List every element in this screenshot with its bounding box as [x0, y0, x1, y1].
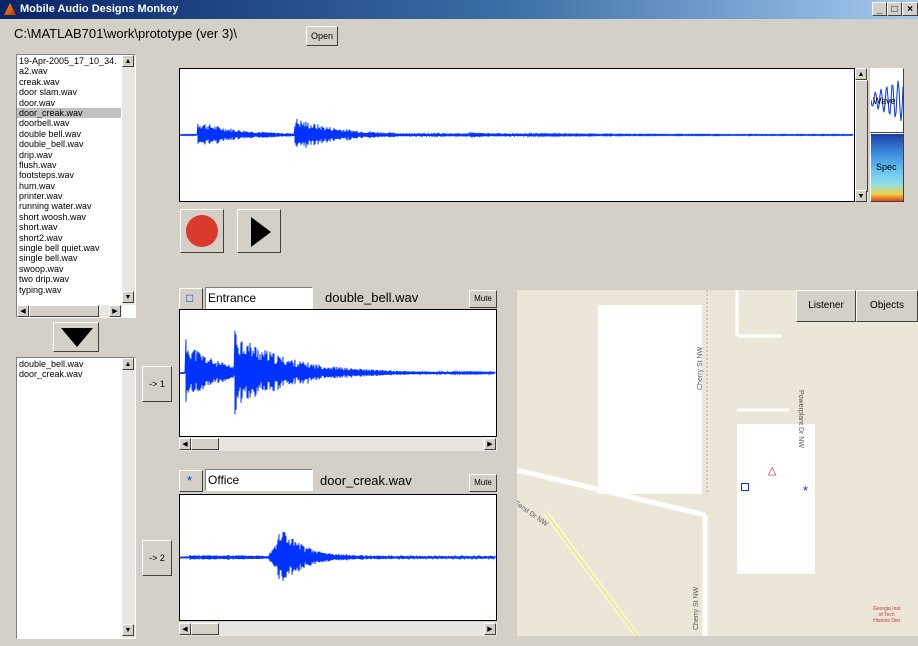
down-arrow-icon: [61, 328, 93, 347]
list-item[interactable]: door slam.wav: [19, 87, 78, 98]
list-item[interactable]: typing.wav: [19, 284, 62, 295]
track2-waveform-plot[interactable]: [179, 494, 497, 621]
scroll-up-arrow[interactable]: ▲: [122, 358, 134, 370]
track2-location-input[interactable]: Office: [205, 469, 313, 491]
street-label: Cherry St NW: [697, 346, 704, 390]
play-icon: [251, 217, 271, 247]
track1-location-input[interactable]: Entrance: [205, 287, 313, 309]
track1-hscrollbar[interactable]: ◀ ▶: [179, 437, 497, 451]
file-list-hscrollbar[interactable]: ◀ ▶: [17, 305, 122, 317]
minimize-button[interactable]: _: [872, 2, 887, 16]
list-item[interactable]: door_creak.wav: [19, 369, 83, 380]
scroll-right-arrow[interactable]: ▶: [484, 623, 496, 635]
move-down-button[interactable]: [53, 322, 99, 352]
track2-marker-button[interactable]: *: [179, 470, 203, 492]
scroll-thumb[interactable]: [191, 623, 219, 635]
track1-filename: double_bell.wav: [325, 290, 419, 305]
list-item[interactable]: a2.wav: [19, 66, 48, 77]
track2-mute-button[interactable]: Mute: [469, 474, 497, 492]
spec-view-button[interactable]: Spec: [870, 133, 904, 202]
path-field[interactable]: C:\MATLAB701\work\prototype (ver 3)\: [14, 26, 238, 41]
track1-mute-button[interactable]: Mute: [469, 290, 497, 308]
list-item[interactable]: flush.wav: [19, 159, 57, 170]
list-item[interactable]: single bell quiet.wav: [19, 243, 100, 254]
scroll-left-arrow[interactable]: ◀: [17, 305, 29, 317]
main-waveform-plot[interactable]: [179, 68, 855, 202]
wave-icon: [871, 80, 903, 122]
scroll-down-arrow[interactable]: ▼: [122, 624, 134, 636]
assign-track-1-button[interactable]: -> 1: [142, 366, 172, 402]
list-item[interactable]: doorbell.wav: [19, 118, 70, 129]
list-item[interactable]: footsteps.wav: [19, 170, 75, 181]
window-title: Mobile Audio Designs Monkey: [20, 3, 179, 15]
scroll-thumb[interactable]: [855, 80, 868, 192]
map-building: [737, 424, 815, 574]
list-item[interactable]: 19-Apr-2005_17_10_34.: [19, 56, 117, 66]
list-item[interactable]: printer.wav: [19, 191, 63, 202]
wave-label: Wave: [873, 96, 896, 106]
file-list-scrollbar[interactable]: ▲ ▼: [122, 55, 135, 305]
list-item[interactable]: swoop.wav: [19, 263, 64, 274]
play-button[interactable]: [237, 209, 281, 253]
list-item[interactable]: single bell.wav: [19, 253, 78, 264]
list-item[interactable]: door_creak.wav: [17, 107, 121, 119]
list-item[interactable]: drip.wav: [19, 149, 53, 160]
open-button[interactable]: Open: [306, 26, 338, 46]
track1-marker-button[interactable]: □: [179, 288, 203, 310]
main-plot-scrollbar[interactable]: ▲ ▼: [855, 68, 868, 202]
scroll-thumb[interactable]: [191, 438, 219, 450]
listener-button[interactable]: Listener: [796, 290, 856, 322]
scroll-left-arrow[interactable]: ◀: [179, 623, 191, 635]
list-item[interactable]: short.wav: [19, 222, 58, 233]
list-item[interactable]: short2.wav: [19, 232, 63, 243]
title-bar: Mobile Audio Designs Monkey _ □ ×: [0, 0, 918, 19]
file-listbox[interactable]: 19-Apr-2005_17_10_34. a2.wav creak.wav door…: [16, 54, 136, 318]
scroll-up-arrow[interactable]: ▲: [855, 68, 867, 80]
list-item[interactable]: double bell.wav: [19, 128, 82, 139]
track1-waveform-plot[interactable]: [179, 309, 497, 437]
list-item[interactable]: creak.wav: [19, 76, 60, 87]
list-item[interactable]: double_bell.wav: [19, 359, 84, 369]
list-item[interactable]: double_bell.wav: [19, 139, 84, 150]
track1-waveform: [180, 330, 496, 415]
listener-marker[interactable]: △: [768, 465, 777, 477]
scroll-right-arrow[interactable]: ▶: [484, 438, 496, 450]
maximize-button[interactable]: □: [887, 2, 902, 16]
office-marker[interactable]: *: [803, 483, 809, 498]
matlab-icon: [4, 3, 16, 15]
record-icon: [186, 215, 218, 247]
scroll-right-arrow[interactable]: ▶: [109, 305, 121, 317]
scroll-down-arrow[interactable]: ▼: [122, 291, 134, 303]
list-item[interactable]: door.wav: [19, 97, 56, 108]
street-label: Powerplant Dr NW: [797, 390, 804, 448]
historic-district-stamp: Georgia Inst of Tech Historic Dist: [873, 606, 901, 624]
list-item[interactable]: running water.wav: [19, 201, 92, 212]
list-item[interactable]: short woosh.wav: [19, 211, 87, 222]
spec-label: Spec: [876, 162, 897, 172]
close-button[interactable]: ×: [902, 2, 918, 16]
queue-listbox[interactable]: double_bell.wav door_creak.wav ▲ ▼: [16, 357, 136, 639]
wave-view-button[interactable]: Wave: [870, 68, 904, 133]
list-item[interactable]: hum.wav: [19, 180, 56, 191]
scroll-left-arrow[interactable]: ◀: [179, 438, 191, 450]
main-waveform: [180, 118, 854, 148]
track2-waveform: [180, 531, 496, 581]
scroll-down-arrow[interactable]: ▼: [855, 190, 867, 202]
scroll-up-arrow[interactable]: ▲: [122, 55, 134, 67]
track2-filename: door_creak.wav: [320, 473, 412, 488]
record-button[interactable]: [180, 209, 224, 253]
campus-map[interactable]: Cherry St NW Powerplant Dr NW Ferst Dr N…: [517, 290, 918, 636]
queue-scrollbar[interactable]: ▲ ▼: [122, 358, 135, 638]
assign-track-2-button[interactable]: -> 2: [142, 540, 172, 576]
asterisk-marker-icon: *: [187, 473, 193, 488]
entrance-marker[interactable]: [741, 483, 749, 491]
map-building: [598, 305, 702, 494]
track2-hscrollbar[interactable]: ◀ ▶: [179, 622, 497, 636]
square-marker-icon: □: [186, 291, 194, 305]
scroll-thumb[interactable]: [29, 305, 99, 317]
street-label: Cherry St NW: [693, 586, 700, 630]
objects-button[interactable]: Objects: [856, 290, 918, 322]
list-item[interactable]: two drip.wav: [19, 274, 70, 285]
